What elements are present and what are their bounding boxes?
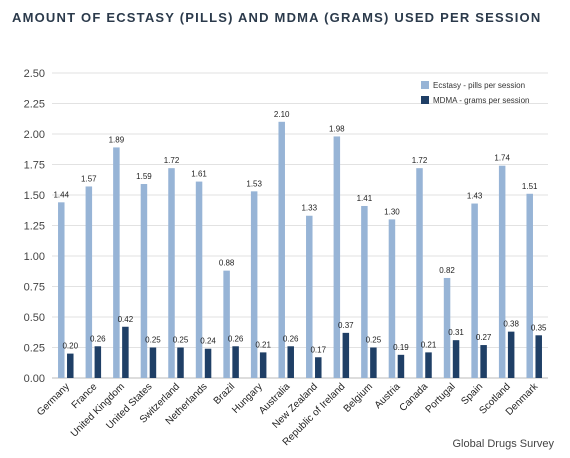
bar-mdma [287, 346, 294, 378]
bar-mdma [452, 340, 460, 378]
bar-mdma [315, 357, 322, 378]
data-label-mdma: 0.21 [255, 340, 271, 349]
bar-ecstasy [498, 165, 506, 378]
x-tick-label: Portugal [424, 381, 458, 415]
x-tick-label: Belgium [342, 381, 375, 414]
data-label-ecstasy: 1.30 [384, 207, 400, 216]
bar-ecstasy [333, 136, 341, 378]
bar-ecstasy [443, 277, 451, 378]
data-label-ecstasy: 0.82 [439, 266, 455, 275]
bar-mdma [232, 346, 239, 378]
data-label-ecstasy: 1.59 [136, 172, 152, 181]
bar-ecstasy [526, 193, 533, 378]
bar-mdma [122, 326, 129, 378]
y-tick-label: 2.25 [24, 99, 45, 111]
bar-mdma [370, 347, 377, 378]
y-tick-label: 2.00 [24, 129, 45, 141]
y-tick-label: 0.75 [24, 282, 45, 294]
data-label-mdma: 0.26 [90, 334, 106, 343]
data-label-mdma: 0.42 [118, 315, 134, 324]
data-label-mdma: 0.35 [531, 323, 547, 332]
data-label-mdma: 0.25 [145, 336, 161, 345]
bar-mdma [259, 352, 267, 378]
bar-mdma [177, 347, 184, 378]
bar-mdma [480, 345, 487, 378]
bar-ecstasy [58, 202, 65, 378]
data-label-ecstasy: 1.72 [164, 156, 180, 165]
bar-ecstasy [140, 184, 148, 378]
data-label-ecstasy: 1.61 [191, 170, 207, 179]
data-label-mdma: 0.25 [173, 336, 189, 345]
y-tick-label: 1.75 [24, 160, 45, 172]
data-label-mdma: 0.26 [228, 334, 244, 343]
data-label-mdma: 0.27 [476, 333, 492, 342]
bar-ecstasy [195, 181, 203, 378]
data-label-mdma: 0.37 [338, 321, 354, 330]
data-label-ecstasy: 1.41 [357, 194, 373, 203]
bar-mdma [94, 346, 102, 378]
legend-swatch-ecstasy [421, 81, 429, 89]
bar-ecstasy [168, 168, 175, 378]
x-tick-label: Germany [35, 381, 72, 418]
bar-mdma [342, 332, 350, 378]
data-label-mdma: 0.24 [200, 337, 216, 346]
data-label-ecstasy: 1.51 [522, 182, 538, 191]
bar-mdma [397, 354, 405, 378]
data-label-ecstasy: 1.53 [246, 179, 262, 188]
data-label-mdma: 0.25 [366, 336, 382, 345]
data-label-mdma: 0.38 [503, 320, 519, 329]
x-tick-label: Brazil [212, 381, 237, 406]
y-tick-label: 2.50 [24, 68, 45, 80]
bar-ecstasy [250, 191, 258, 378]
data-label-mdma: 0.21 [421, 340, 437, 349]
y-tick-label: 1.50 [24, 190, 45, 202]
data-label-ecstasy: 1.98 [329, 124, 345, 133]
source-credit: Global Drugs Survey [452, 438, 555, 450]
x-tick-label: Spain [459, 381, 485, 407]
data-label-ecstasy: 1.74 [494, 154, 510, 163]
data-label-mdma: 0.17 [310, 345, 326, 354]
bar-ecstasy [85, 186, 93, 378]
y-tick-label: 1.25 [24, 221, 45, 233]
data-label-ecstasy: 1.57 [81, 174, 97, 183]
chart-title: AMOUNT OF ECSTASY (PILLS) AND MDMA (GRAM… [12, 10, 542, 25]
data-label-ecstasy: 1.43 [467, 192, 483, 201]
bar-ecstasy [361, 205, 368, 378]
y-tick-label: 0.50 [24, 312, 45, 324]
bar-ecstasy [306, 215, 313, 378]
data-label-ecstasy: 1.89 [109, 135, 125, 144]
bar-ecstasy [113, 147, 120, 378]
bar-mdma [149, 347, 157, 378]
legend-label-ecstasy: Ecstasy - pills per session [433, 81, 525, 90]
bar-mdma [204, 348, 212, 378]
data-label-mdma: 0.31 [448, 328, 464, 337]
legend-swatch-mdma [421, 96, 429, 104]
y-tick-label: 0.00 [24, 373, 45, 385]
bar-ecstasy [416, 168, 423, 378]
bar-ecstasy [471, 203, 478, 378]
data-label-ecstasy: 1.44 [53, 190, 69, 199]
data-label-mdma: 0.19 [393, 343, 409, 352]
data-label-ecstasy: 1.33 [301, 204, 317, 213]
bar-mdma [507, 331, 515, 378]
y-tick-label: 0.25 [24, 343, 45, 355]
data-label-mdma: 0.20 [62, 342, 78, 351]
legend-label-mdma: MDMA - grams per session [433, 96, 529, 105]
bar-ecstasy [278, 121, 285, 379]
data-label-ecstasy: 2.10 [274, 110, 290, 119]
y-tick-label: 1.00 [24, 251, 45, 263]
data-label-ecstasy: 1.72 [412, 156, 428, 165]
bar-mdma [425, 352, 432, 378]
data-label-mdma: 0.26 [283, 334, 299, 343]
bar-mdma [535, 335, 542, 378]
bar-ecstasy [223, 270, 230, 378]
data-label-ecstasy: 0.88 [219, 259, 235, 268]
bar-ecstasy [388, 219, 396, 378]
bar-mdma [67, 353, 74, 378]
